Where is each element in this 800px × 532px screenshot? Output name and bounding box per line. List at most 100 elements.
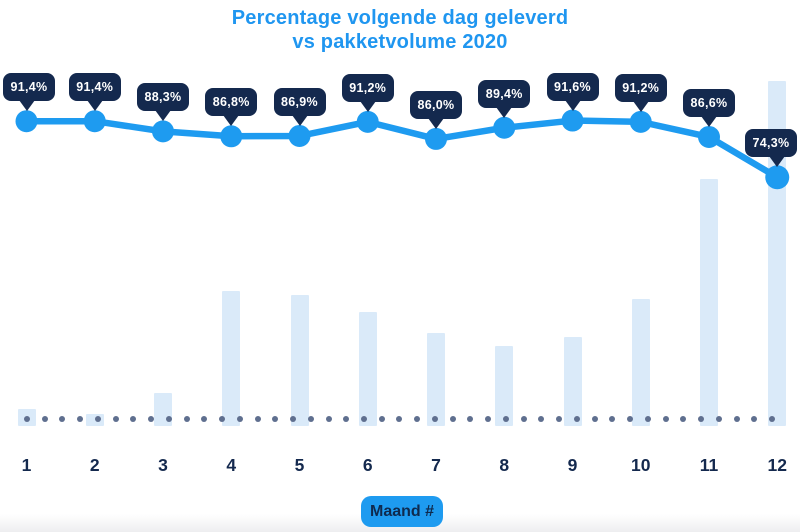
badge-tail [564, 99, 581, 111]
baseline-dot [751, 416, 758, 422]
value-badge: 86,0% [410, 90, 462, 129]
baseline-dot [130, 416, 137, 422]
baseline-dot [502, 416, 509, 422]
baseline-dot [768, 416, 775, 422]
volume-bar [358, 312, 377, 426]
line-marker [425, 127, 447, 150]
baseline-dot [77, 416, 84, 422]
baseline-dot [591, 416, 598, 422]
value-badge: 91,4% [3, 73, 55, 112]
volume-bar [290, 295, 309, 426]
baseline-dot [680, 416, 687, 422]
x-axis-tick: 7 [431, 455, 441, 475]
line-marker [356, 110, 379, 133]
baseline-dot [272, 416, 279, 422]
badge-tail [223, 115, 240, 127]
x-axis-tick: 12 [767, 455, 787, 475]
badge-tail [86, 100, 103, 112]
x-axis-tick: 1 [21, 455, 32, 475]
baseline-dot [219, 416, 226, 422]
baseline-dot [715, 416, 722, 422]
baseline-dot [112, 416, 119, 422]
chart-title-line1: Percentage volgende dag geleverd [231, 7, 569, 29]
value-badge: 91,4% [68, 73, 121, 112]
baseline-dot [254, 416, 261, 422]
x-axis-label-badge: Maand # [361, 496, 443, 527]
chart-title: Percentage volgende dag geleverd vs pakk… [0, 6, 800, 54]
baseline-dot [449, 416, 456, 422]
chart-title-line2: vs pakketvolume 2020 [292, 31, 508, 53]
baseline-dot [343, 416, 350, 422]
baseline-dot [396, 416, 403, 422]
baseline-dot [59, 416, 66, 422]
baseline-dot [94, 416, 101, 422]
line-marker [765, 165, 790, 190]
badge-tail [291, 114, 308, 126]
volume-bar [495, 346, 514, 426]
baseline-dot [662, 416, 669, 422]
line-marker [561, 109, 584, 132]
baseline-dot [431, 416, 438, 422]
volume-bar [427, 333, 445, 426]
line-marker [220, 125, 243, 148]
baseline-dot [361, 416, 368, 422]
volume-bar [563, 337, 582, 426]
baseline-dot [538, 416, 545, 422]
badge-tail [769, 156, 786, 168]
baseline-dot [467, 416, 474, 422]
baseline-dot [183, 416, 190, 422]
baseline-dot [307, 416, 314, 422]
badge-tail [18, 100, 35, 112]
value-badge: 86,8% [205, 88, 258, 127]
baseline-dot [148, 416, 155, 422]
line-marker [15, 110, 38, 133]
badge-tail [496, 106, 513, 118]
volume-bar [631, 299, 650, 426]
x-axis-tick: 6 [362, 455, 373, 475]
baseline-dot [165, 416, 172, 422]
badge-tail [359, 100, 376, 112]
baseline-dot [698, 416, 705, 422]
badge-tail [632, 100, 649, 112]
value-badge: 88,3% [137, 83, 189, 122]
baseline-dot [236, 416, 243, 422]
badge-tail [701, 115, 717, 127]
baseline-dot [24, 416, 30, 422]
value-badge: 91,2% [614, 73, 667, 112]
line-marker [493, 116, 516, 139]
value-badge: 91,6% [546, 72, 599, 111]
x-axis-tick: 8 [499, 455, 510, 475]
line-marker [698, 125, 720, 148]
baseline-dot [414, 416, 421, 422]
line-marker [629, 110, 652, 133]
baseline-dot [378, 416, 385, 422]
baseline-dot [627, 416, 634, 422]
baseline-dot [520, 416, 527, 422]
value-badge: 86,9% [273, 87, 326, 126]
baseline-dot [41, 416, 48, 422]
badge-tail [428, 117, 444, 129]
baseline-dot [573, 416, 580, 422]
line-marker [152, 120, 174, 143]
baseline-dot [609, 416, 616, 422]
value-badge: 89,4% [478, 79, 531, 118]
x-axis-tick: 4 [226, 455, 237, 475]
x-axis-tick: 3 [158, 455, 168, 475]
baseline-dot [644, 416, 651, 422]
baseline-dot [325, 416, 332, 422]
value-badge: 91,2% [341, 73, 394, 112]
baseline-dot [201, 416, 208, 422]
value-badge: 74,3% [745, 129, 797, 168]
badge-tail [155, 110, 171, 122]
line-marker [83, 110, 106, 133]
x-axis-tick: 10 [631, 455, 651, 475]
baseline-dot [556, 416, 563, 422]
value-badge: 86,6% [683, 88, 735, 127]
x-axis-tick: 2 [89, 455, 100, 475]
volume-bar [700, 179, 718, 426]
percentage-line [23, 117, 781, 181]
line-marker [288, 124, 311, 147]
baseline-dot [290, 416, 297, 422]
